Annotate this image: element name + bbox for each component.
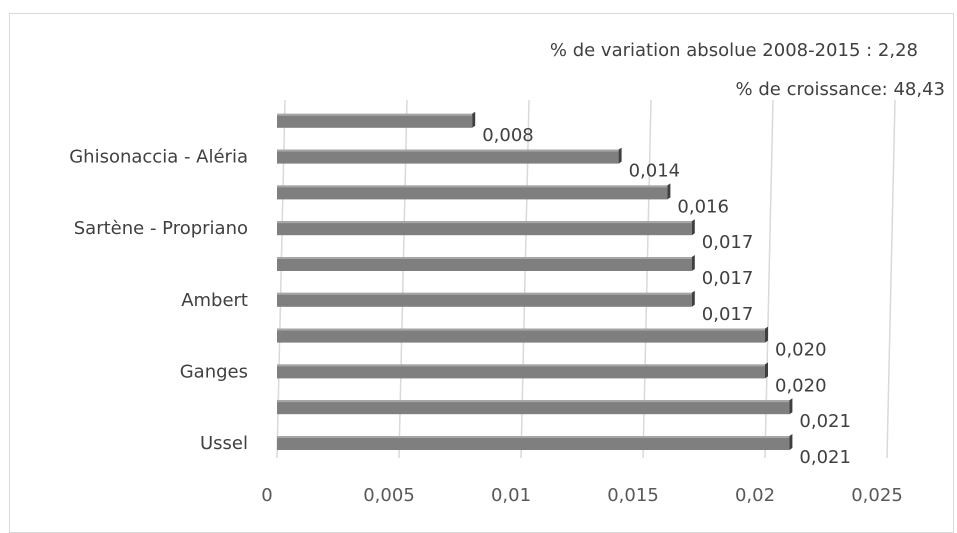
bar-top-face [277, 364, 765, 367]
bar-top-face [277, 257, 692, 259]
bar-end-face [765, 362, 768, 379]
data-label: 0,021 [799, 447, 851, 468]
annotation-variation: % de variation absolue 2008-2015 : 2,28 [550, 40, 918, 61]
bars [277, 111, 793, 450]
gridline [886, 99, 896, 459]
data-label: 0,021 [799, 411, 851, 432]
bar [277, 328, 765, 343]
x-tick-label: 0 [261, 485, 272, 506]
data-label: 0,014 [629, 161, 681, 182]
annotation-croissance: % de croissance: 48,43 [736, 79, 945, 100]
data-label: 0,016 [677, 196, 729, 217]
bar [277, 292, 692, 307]
data-labels: 0,021 0,021 0,020 0,020 0,017 0,017 0,017 0,016… [482, 125, 851, 468]
bar [277, 257, 692, 271]
bar [277, 364, 765, 379]
data-label: 0,020 [775, 375, 827, 396]
bar-end-face [618, 147, 622, 164]
category-label: Ambert [181, 290, 248, 311]
data-label: 0,008 [482, 125, 534, 146]
bar [277, 185, 668, 200]
category-labels: Ussel Ganges Ambert Sartène - Propriano Ghis… [69, 147, 248, 454]
bar-end-face [472, 111, 476, 128]
x-tick-label: 0,02 [735, 485, 775, 506]
data-label: 0,017 [702, 304, 754, 325]
bar-end-face [789, 434, 793, 450]
x-tick-label: 0,01 [491, 485, 531, 506]
bar-end-face [765, 326, 768, 343]
bar-top-face [277, 221, 692, 224]
bar-top-face [277, 436, 790, 438]
bar [277, 221, 692, 236]
bar-end-face [789, 398, 793, 415]
category-label: Ganges [180, 361, 248, 382]
bar-top-face [277, 185, 668, 188]
bar-end-face [691, 219, 695, 236]
category-label: Ussel [200, 433, 248, 454]
data-label: 0,017 [702, 232, 754, 253]
gridline [764, 99, 774, 459]
bar-end-face [691, 290, 695, 307]
bar-top-face [277, 149, 619, 152]
data-label: 0,017 [702, 268, 754, 289]
x-tick-label: 0,025 [851, 485, 903, 506]
bar [277, 149, 619, 164]
bar [277, 400, 790, 415]
bar [277, 436, 790, 450]
bar-top-face [277, 400, 790, 403]
category-label: Sartène - Propriano [74, 218, 248, 239]
bar-top-face [277, 292, 692, 295]
bar-top-face [277, 328, 765, 331]
bar-top-face [277, 113, 473, 116]
category-label: Ghisonaccia - Aléria [69, 147, 248, 168]
x-tick-label: 0,015 [607, 485, 659, 506]
x-axis-tick-labels: 0 0,005 0,01 0,015 0,02 0,025 [261, 485, 902, 506]
bar-end-face [667, 183, 671, 200]
bar-end-face [691, 255, 695, 271]
gridline [642, 99, 652, 459]
data-label: 0,020 [775, 340, 827, 361]
bar [277, 113, 473, 128]
x-tick-label: 0,005 [363, 485, 415, 506]
bar-chart: 0,0210,0210,0200,0200,0170,0170,0170,016… [69, 40, 945, 506]
